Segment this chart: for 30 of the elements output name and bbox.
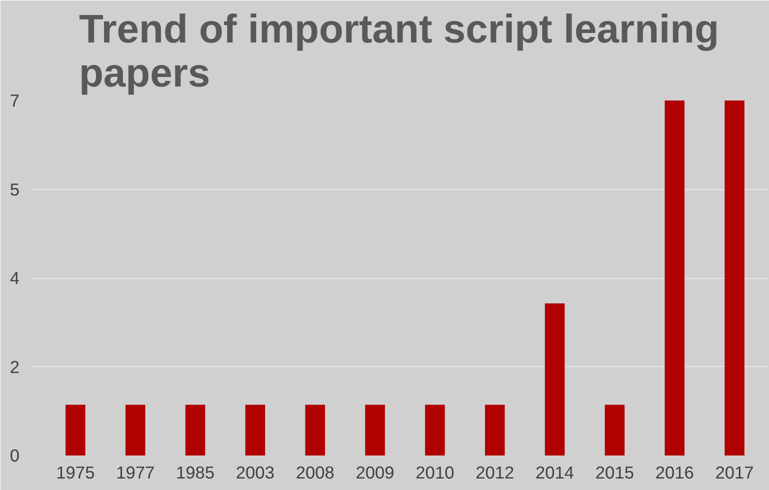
bar: [66, 404, 86, 456]
bar: [125, 404, 146, 456]
x-tick-label: 2014: [536, 462, 574, 482]
bar: [664, 100, 685, 456]
y-tick-label: 5: [10, 179, 20, 200]
x-tick-label: 1985: [176, 462, 215, 482]
x-tick-label: 2010: [416, 462, 454, 482]
x-tick-label: 1977: [116, 462, 155, 482]
bar: [544, 303, 565, 456]
x-tick-label: 2015: [595, 462, 634, 482]
x-tick-label: 2012: [476, 462, 514, 482]
bar: [604, 404, 625, 456]
x-tick-label: 2003: [236, 462, 274, 482]
y-tick-label: 4: [10, 268, 20, 288]
bar: [365, 404, 385, 456]
x-tick-label: 2008: [296, 462, 334, 482]
bar: [484, 404, 505, 456]
bar: [245, 404, 266, 456]
x-tick-label: 2009: [356, 462, 394, 482]
bar: [185, 404, 206, 456]
bar: [305, 404, 325, 456]
x-tick-label: 2016: [655, 462, 694, 482]
bar: [724, 100, 744, 456]
chart-title: Trend of important script learning papers: [78, 8, 720, 96]
x-tick-label: 1975: [56, 462, 95, 482]
x-tick-label: 2017: [715, 462, 754, 482]
y-tick-label: 7: [10, 90, 20, 110]
bar: [425, 404, 445, 456]
y-tick-label: 2: [10, 356, 20, 377]
y-tick-label: 0: [10, 446, 20, 466]
